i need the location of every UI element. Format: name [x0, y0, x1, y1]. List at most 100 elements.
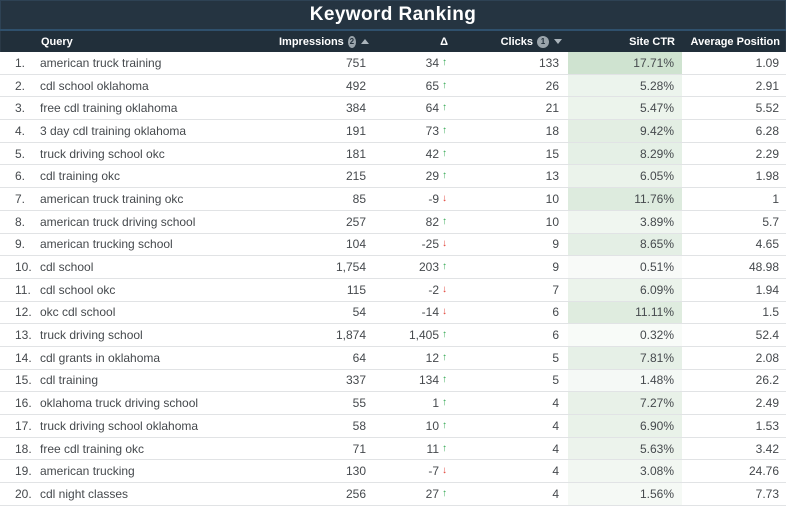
- row-query: free cdl training oklahoma: [40, 101, 178, 116]
- row-average-position: 24.76: [748, 464, 779, 479]
- header-average-position[interactable]: Average Position: [683, 36, 786, 48]
- delta-arrow-icon: ↑: [442, 215, 447, 227]
- delta-arrow-icon: ↑: [442, 442, 447, 454]
- row-impressions: 55: [352, 396, 366, 411]
- row-site-ctr: 5.63%: [568, 437, 682, 460]
- row-delta-value: 134: [418, 373, 439, 388]
- delta-arrow-icon: ↓: [442, 465, 447, 477]
- row-site-ctr: 6.09%: [568, 278, 682, 301]
- title-divider: [0, 29, 786, 31]
- row-average-position: 1.5: [762, 305, 779, 320]
- header-clicks[interactable]: Clicks 1: [453, 35, 569, 48]
- row-delta: 203 ↑: [372, 260, 452, 274]
- table-row: 8. american truck driving school 257 82 …: [0, 210, 786, 234]
- delta-arrow-icon: ↑: [442, 79, 447, 91]
- row-clicks: 6: [552, 328, 559, 343]
- row-delta-value: -2: [428, 282, 439, 297]
- sort-order-badge-1: 1: [537, 35, 549, 48]
- row-clicks: 5: [552, 350, 559, 365]
- row-rank: 1.: [15, 55, 26, 70]
- row-site-ctr: 6.05%: [568, 165, 682, 188]
- row-impressions: 384: [345, 101, 366, 116]
- row-clicks: 10: [545, 214, 559, 229]
- row-site-ctr: 11.11%: [568, 301, 682, 324]
- page-title: Keyword Ranking: [309, 4, 477, 25]
- row-site-ctr: 11.76%: [568, 188, 682, 210]
- row-clicks: 10: [545, 191, 559, 206]
- header-query[interactable]: Query: [41, 36, 279, 48]
- row-query: 3 day cdl training oklahoma: [40, 123, 187, 138]
- table-body: 1. american truck training 751 34 ↑ 133 …: [0, 52, 786, 506]
- row-average-position: 2.91: [755, 78, 779, 93]
- row-rank: 10.: [15, 260, 32, 275]
- row-clicks: 9: [552, 260, 559, 275]
- row-delta: 1,405 ↑: [372, 328, 452, 342]
- table-row: 9. american trucking school 104 -25 ↓ 9 …: [0, 233, 786, 257]
- row-delta-value: 42: [425, 146, 439, 161]
- row-clicks: 4: [552, 396, 559, 411]
- header-impressions[interactable]: Impressions 2: [279, 35, 373, 48]
- row-query: cdl school: [40, 260, 94, 275]
- table-row: 20. cdl night classes 256 27 ↑ 4 1.56% 7…: [0, 483, 786, 506]
- table-row: 10. cdl school 1,754 203 ↑ 9 0.51% 48.98: [0, 256, 786, 279]
- row-clicks: 7: [552, 282, 559, 297]
- row-delta: 1 ↑: [372, 396, 452, 410]
- row-delta-value: -25: [421, 237, 439, 252]
- table-row: 14. cdl grants in oklahoma 64 12 ↑ 5 7.8…: [0, 346, 786, 370]
- row-clicks: 9: [552, 237, 559, 252]
- table-row: 6. cdl training okc 215 29 ↑ 13 6.05% 1.…: [0, 165, 786, 189]
- row-site-ctr: 5.28%: [568, 74, 682, 97]
- row-clicks: 4: [552, 486, 559, 501]
- row-delta-value: -14: [421, 305, 439, 320]
- row-impressions: 85: [352, 191, 366, 206]
- table-row: 15. cdl training 337 134 ↑ 5 1.48% 26.2: [0, 369, 786, 393]
- row-rank: 20.: [15, 486, 32, 501]
- row-delta: 64 ↑: [372, 101, 452, 115]
- row-clicks: 15: [545, 146, 559, 161]
- row-rank: 2.: [15, 78, 26, 93]
- table-header-row: Query Impressions 2 Δ Clicks 1 Site CTR …: [0, 31, 786, 52]
- row-delta: 134 ↑: [372, 373, 452, 387]
- table-row: 4. 3 day cdl training oklahoma 191 73 ↑ …: [0, 120, 786, 143]
- row-delta-value: 73: [425, 123, 439, 138]
- row-query: truck driving school oklahoma: [40, 418, 199, 433]
- header-average-position-label: Average Position: [690, 35, 780, 48]
- row-average-position: 52.4: [755, 328, 779, 343]
- table-row: 1. american truck training 751 34 ↑ 133 …: [0, 52, 786, 75]
- table-row: 17. truck driving school oklahoma 58 10 …: [0, 415, 786, 438]
- delta-arrow-icon: ↑: [442, 374, 447, 386]
- row-impressions: 71: [352, 441, 366, 456]
- row-impressions: 104: [345, 237, 366, 252]
- row-query: cdl training okc: [40, 169, 121, 184]
- row-impressions: 257: [345, 214, 366, 229]
- header-site-ctr-label: Site CTR: [629, 35, 675, 48]
- header-impressions-label: Impressions: [279, 35, 344, 48]
- row-delta: 65 ↑: [372, 79, 452, 93]
- header-delta[interactable]: Δ: [373, 36, 453, 48]
- table-row: 3. free cdl training oklahoma 384 64 ↑ 2…: [0, 97, 786, 121]
- row-clicks: 26: [545, 78, 559, 93]
- row-site-ctr: 17.71%: [568, 52, 682, 74]
- row-query: cdl night classes: [40, 486, 129, 501]
- row-site-ctr: 8.65%: [568, 233, 682, 256]
- delta-arrow-icon: ↑: [442, 419, 447, 431]
- row-site-ctr: 0.32%: [568, 324, 682, 346]
- row-average-position: 4.65: [755, 237, 779, 252]
- row-delta: 82 ↑: [372, 215, 452, 229]
- delta-arrow-icon: ↑: [442, 487, 447, 499]
- row-delta: 10 ↑: [372, 419, 452, 433]
- row-query: okc cdl school: [40, 305, 116, 320]
- row-delta-value: 65: [425, 78, 439, 93]
- row-clicks: 18: [545, 123, 559, 138]
- row-average-position: 1.94: [755, 282, 779, 297]
- sort-desc-icon: [554, 39, 562, 44]
- row-impressions: 181: [345, 146, 366, 161]
- row-delta-value: -9: [428, 191, 439, 206]
- row-query: oklahoma truck driving school: [40, 396, 199, 411]
- row-site-ctr: 9.42%: [568, 120, 682, 142]
- header-site-ctr[interactable]: Site CTR: [569, 36, 683, 48]
- table-row: 19. american trucking 130 -7 ↓ 4 3.08% 2…: [0, 460, 786, 484]
- row-delta: -2 ↓: [372, 283, 452, 297]
- row-impressions: 130: [345, 464, 366, 479]
